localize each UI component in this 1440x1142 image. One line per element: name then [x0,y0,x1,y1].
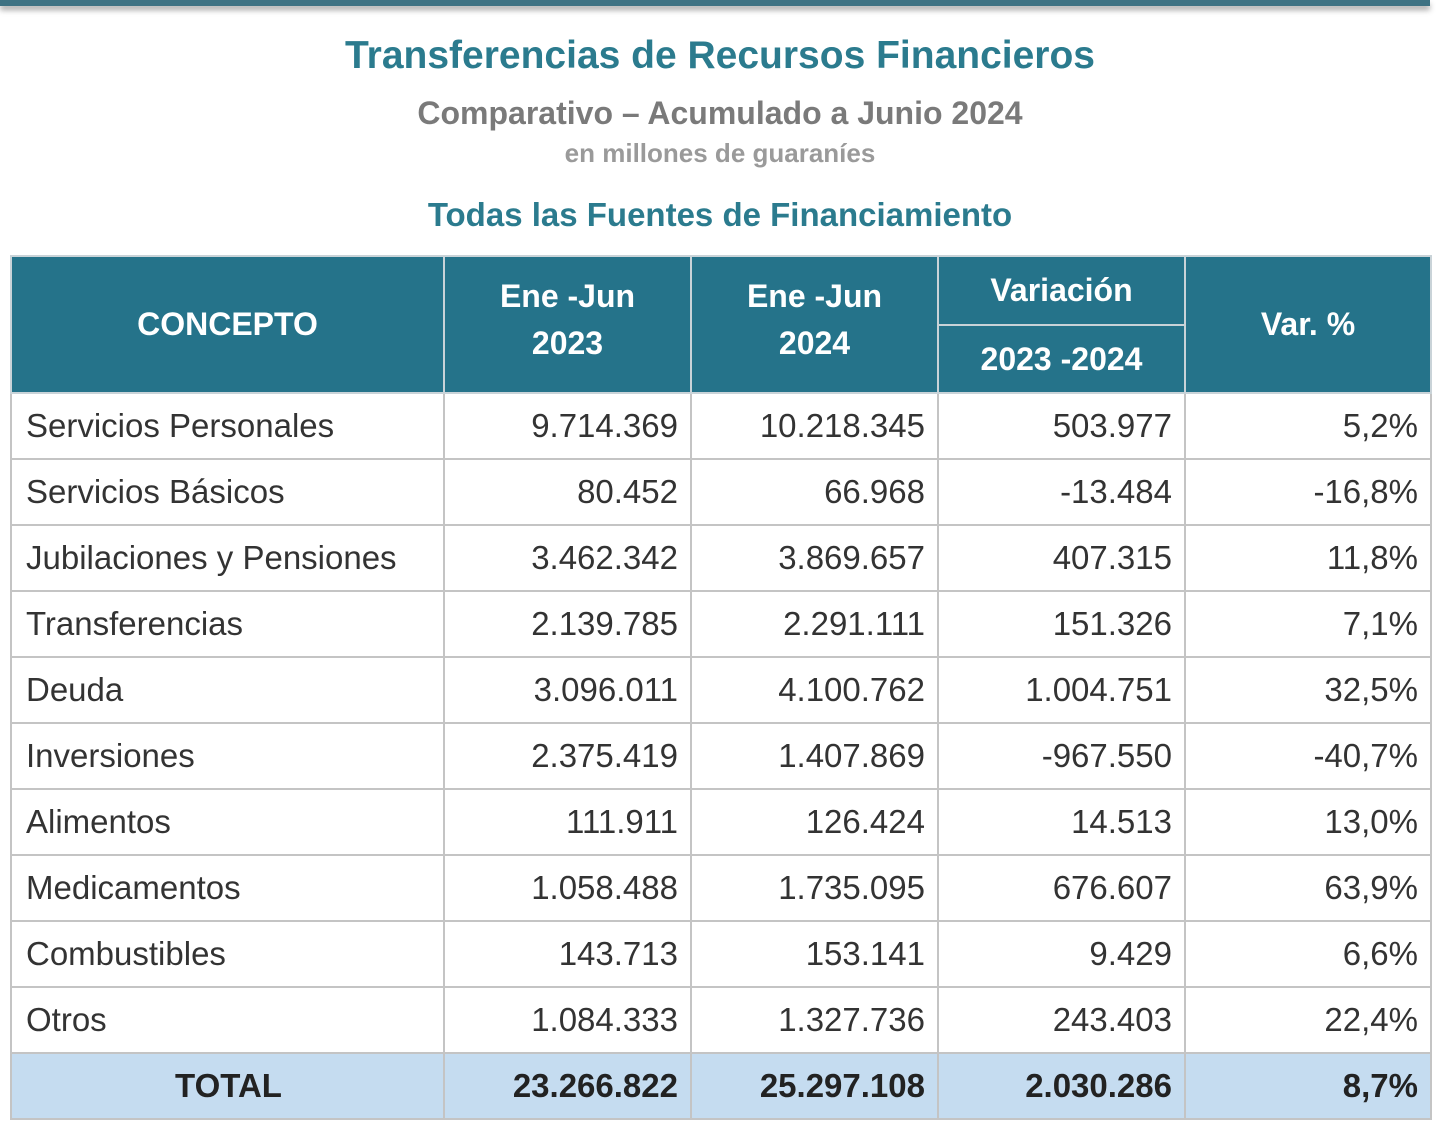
variation-cell: 9.429 [937,920,1186,988]
top-border [0,0,1430,6]
value-2023-cell: 143.713 [443,920,692,988]
value-2023-cell: 9.714.369 [443,392,692,460]
value-2024-cell: 126.424 [690,788,939,856]
transfers-table: CONCEPTO Ene -Jun 2023 Ene -Jun 2024 Varia… [10,255,1432,1120]
concepto-cell: Inversiones [10,722,445,790]
variation-cell: 243.403 [937,986,1186,1054]
var-pct-cell: -40,7% [1184,722,1432,790]
total-value-2023-cell: 23.266.822 [443,1052,692,1120]
header-variacion: Variación [937,255,1186,326]
concepto-cell: Servicios Personales [10,392,445,460]
table-row: Transferencias 2.139.785 2.291.111 151.326 7… [10,590,1432,658]
concepto-cell: Otros [10,986,445,1054]
header-2024: Ene -Jun 2024 [690,255,939,394]
variation-cell: 14.513 [937,788,1186,856]
table-row: Deuda 3.096.011 4.100.762 1.004.751 32,5% [10,656,1432,724]
value-2024-cell: 153.141 [690,920,939,988]
var-pct-cell: 22,4% [1184,986,1432,1054]
total-row: TOTAL 23.266.822 25.297.108 2.030.286 8,7% [10,1052,1432,1120]
table-row: Alimentos 111.911 126.424 14.513 13,0% [10,788,1432,856]
concepto-cell: Jubilaciones y Pensiones [10,524,445,592]
header-2023: Ene -Jun 2023 [443,255,692,394]
concepto-cell: Transferencias [10,590,445,658]
variation-cell: -13.484 [937,458,1186,526]
header-variacion-years: 2023 -2024 [937,324,1186,394]
concepto-cell: Combustibles [10,920,445,988]
value-2024-cell: 1.407.869 [690,722,939,790]
var-pct-cell: 13,0% [1184,788,1432,856]
table-row: Servicios Personales 9.714.369 10.218.345 5… [10,392,1432,460]
value-2023-cell: 80.452 [443,458,692,526]
total-concepto-cell: TOTAL [10,1052,445,1120]
value-2024-cell: 3.869.657 [690,524,939,592]
variation-cell: -967.550 [937,722,1186,790]
header-var-pct: Var. % [1184,255,1432,394]
table-row: Otros 1.084.333 1.327.736 243.403 22,4% [10,986,1432,1054]
section-title: Todas las Fuentes de Financiamiento [427,196,1013,233]
var-pct-cell: 11,8% [1184,524,1432,592]
total-value-2024-cell: 25.297.108 [690,1052,939,1120]
concepto-cell: Deuda [10,656,445,724]
value-2023-cell: 1.058.488 [443,854,692,922]
concepto-cell: Alimentos [10,788,445,856]
var-pct-cell: 6,6% [1184,920,1432,988]
value-2023-cell: 2.139.785 [443,590,692,658]
var-pct-cell: 7,1% [1184,590,1432,658]
var-pct-cell: 63,9% [1184,854,1432,922]
value-2023-cell: 3.462.342 [443,524,692,592]
table-row: Servicios Básicos 80.452 66.968 -13.484 -16,… [10,458,1432,526]
variation-cell: 151.326 [937,590,1186,658]
value-2023-cell: 1.084.333 [443,986,692,1054]
units-note: en millones de guaraníes [564,138,876,168]
value-2024-cell: 10.218.345 [690,392,939,460]
value-2023-cell: 3.096.011 [443,656,692,724]
table-row: Jubilaciones y Pensiones 3.462.342 3.869.6… [10,524,1432,592]
concepto-cell: Medicamentos [10,854,445,922]
table-row: Medicamentos 1.058.488 1.735.095 676.607 63,… [10,854,1432,922]
total-var-pct-cell: 8,7% [1184,1052,1432,1120]
page-subtitle: Comparativo – Acumulado a Junio 2024 [417,95,1023,131]
variation-cell: 503.977 [937,392,1186,460]
value-2024-cell: 1.327.736 [690,986,939,1054]
var-pct-cell: 5,2% [1184,392,1432,460]
variation-cell: 407.315 [937,524,1186,592]
page-title: Transferencias de Recursos Financieros [345,34,1095,77]
var-pct-cell: -16,8% [1184,458,1432,526]
table-row: Combustibles 143.713 153.141 9.429 6,6% [10,920,1432,988]
table-row: Inversiones 2.375.419 1.407.869 -967.550 -40… [10,722,1432,790]
variation-cell: 676.607 [937,854,1186,922]
value-2024-cell: 66.968 [690,458,939,526]
var-pct-cell: 32,5% [1184,656,1432,724]
concepto-cell: Servicios Básicos [10,458,445,526]
value-2024-cell: 2.291.111 [690,590,939,658]
variation-cell: 1.004.751 [937,656,1186,724]
value-2023-cell: 111.911 [443,788,692,856]
total-variation-cell: 2.030.286 [937,1052,1186,1120]
value-2024-cell: 4.100.762 [690,656,939,724]
value-2024-cell: 1.735.095 [690,854,939,922]
value-2023-cell: 2.375.419 [443,722,692,790]
header-concepto: CONCEPTO [10,255,445,394]
